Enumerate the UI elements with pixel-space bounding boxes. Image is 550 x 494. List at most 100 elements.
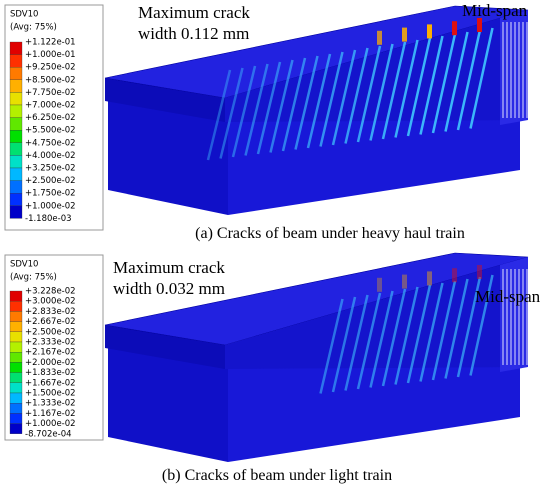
legend-label: +2.667e-02 (25, 317, 76, 327)
legend-swatch (9, 79, 23, 93)
midspan-label: Mid-span (475, 287, 541, 306)
crack (331, 296, 357, 393)
crack (444, 31, 469, 132)
crack (419, 282, 444, 382)
beam (104, 252, 529, 462)
legend-subtitle: (Avg: 75%) (10, 23, 57, 33)
legend-swatch (9, 413, 23, 424)
crack (294, 55, 319, 150)
legend-swatch (9, 392, 23, 404)
legend-label: +2.500e-02 (25, 327, 76, 337)
legend-label: +1.667e-02 (25, 378, 76, 388)
legend-swatch (9, 311, 23, 322)
beam-slab-side (105, 325, 225, 369)
legend-swatch (9, 331, 23, 343)
crack (281, 57, 307, 152)
caption: (a) Cracks of beam under heavy haul trai… (195, 225, 465, 242)
crack-peak (477, 265, 482, 279)
legend-swatch (9, 117, 23, 131)
beam-web-side (108, 347, 228, 462)
crack-peak (477, 18, 482, 32)
crack (344, 294, 369, 391)
legend-label: +3.228e-02 (25, 287, 76, 297)
legend-label: +1.000e-02 (25, 419, 76, 429)
legend-label: +7.750e-02 (25, 88, 76, 98)
annotation: Maximum crack (113, 258, 225, 277)
crack (394, 286, 419, 385)
legend-label: +2.500e-02 (25, 176, 76, 186)
midspan-label: Mid-span (462, 1, 528, 20)
legend-swatch (9, 341, 23, 353)
crack (431, 33, 457, 134)
legend-swatch (9, 180, 23, 194)
legend-swatch (9, 290, 23, 302)
legend-title: SDV10 (10, 260, 38, 270)
legend-label: +1.333e-02 (25, 399, 76, 409)
crack (356, 292, 382, 390)
crack (319, 51, 344, 147)
legend-swatch (9, 205, 23, 219)
crack-peak (427, 271, 432, 286)
beam (104, 5, 529, 215)
legend-label: -1.180e-03 (25, 214, 72, 224)
beam-web-side (108, 100, 228, 215)
beam-end (500, 10, 528, 125)
legend-swatch (9, 130, 23, 143)
legend-label: +7.000e-02 (25, 101, 76, 111)
crack (206, 69, 232, 161)
caption: (b) Cracks of beam under light train (162, 467, 392, 484)
legend-label: +6.250e-02 (25, 113, 76, 123)
crack (344, 47, 369, 144)
crack-peak (402, 27, 407, 42)
crack-peak (377, 30, 382, 45)
legend-swatch (9, 362, 23, 373)
legend-swatch (9, 155, 23, 169)
crack (456, 29, 482, 131)
legend-swatch (9, 423, 23, 434)
crack-peak (452, 21, 457, 36)
legend-label: +2.333e-02 (25, 338, 76, 348)
crack (244, 63, 269, 156)
legend-label: +3.250e-02 (25, 164, 76, 174)
crack (356, 45, 382, 143)
legend-label: +1.122e-01 (25, 38, 76, 48)
legend-label: +1.750e-02 (25, 189, 76, 199)
legend-label: +8.500e-02 (25, 75, 76, 85)
legend-label: +3.000e-02 (25, 297, 76, 307)
legend-label: +1.000e-01 (25, 50, 76, 60)
crack-peak (402, 274, 407, 289)
annotation: Maximum crack (138, 3, 250, 22)
crack (406, 284, 432, 384)
crack (256, 61, 282, 155)
crack (394, 39, 419, 138)
beam-end (500, 257, 528, 372)
legend-swatch (9, 167, 23, 181)
legend-swatch (9, 67, 23, 80)
beam-slab-side (105, 78, 225, 122)
annotation: width 0.032 mm (113, 279, 225, 298)
crack (219, 67, 244, 159)
crack (369, 43, 394, 141)
crack (381, 288, 407, 387)
crack (231, 65, 257, 158)
legend-swatch (9, 301, 23, 312)
legend-label: +1.500e-02 (25, 389, 76, 399)
crack (369, 290, 394, 388)
legend-swatch (9, 403, 23, 414)
legend-swatch (9, 104, 23, 118)
legend-label: +2.000e-02 (25, 358, 76, 368)
crack (381, 41, 407, 140)
crack (469, 274, 494, 376)
legend-swatch (9, 372, 23, 383)
legend-label: +1.000e-02 (25, 201, 76, 211)
legend-label: +4.000e-02 (25, 151, 76, 161)
crack-peak (377, 277, 382, 292)
legend-swatch (9, 41, 23, 55)
legend-label: +9.250e-02 (25, 63, 76, 73)
legend-label: -8.702e-04 (25, 429, 72, 439)
crack (456, 276, 482, 378)
legend-subtitle: (Avg: 75%) (10, 273, 57, 283)
legend-swatch (9, 193, 23, 206)
crack (306, 53, 332, 149)
